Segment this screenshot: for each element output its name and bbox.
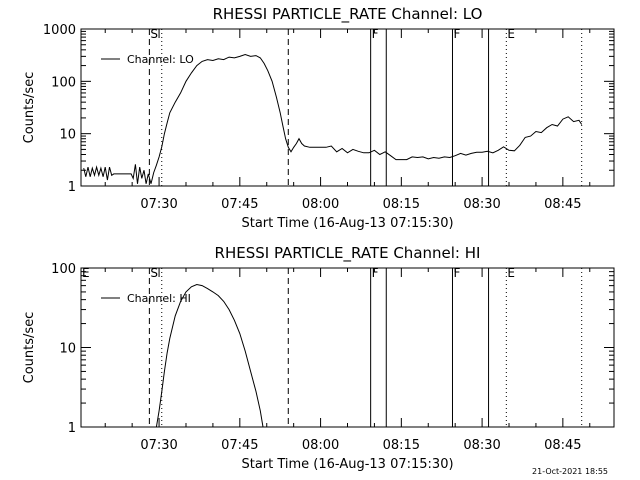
chart-0-flag-label-7: E	[507, 27, 515, 41]
chart-0-x-tick-label: 07:45	[221, 197, 258, 212]
chart-0-x-axis-label: Start Time (16-Aug-13 07:15:30)	[241, 216, 453, 231]
hi-channel-panel: RHESSI PARTICLE_RATE Channel: HI Counts/s…	[22, 244, 615, 472]
chart-0-series-0-line	[83, 53, 583, 184]
chart-0-flag-label-3: F	[372, 27, 379, 41]
chart-1-series-0-line	[155, 283, 264, 427]
chart-1-flag-label-0: E	[82, 266, 90, 280]
chart-0-y-tick-label: 100	[51, 75, 76, 90]
chart-0-flag-label-0: S	[150, 27, 158, 41]
chart-1-x-tick-label: 08:15	[383, 438, 420, 453]
chart-1-y-tick-label: 1	[68, 421, 76, 436]
chart-1-y-tick-label: 10	[59, 342, 76, 357]
chart-0-y-tick-label: 1	[68, 180, 76, 195]
chart-1-flag-label-8: E	[507, 266, 515, 280]
chart-1-flag-label-1: S	[150, 266, 158, 280]
chart-1-flag-label-6: F	[453, 266, 460, 280]
chart-1-x-tick-label: 08:30	[463, 438, 500, 453]
chart-0-legend-label: Channel: LO	[127, 53, 194, 66]
chart-1-x-tick-label: 07:45	[221, 438, 258, 453]
chart-0-x-tick-label: 08:15	[383, 197, 420, 212]
chart-1-y-axis-label: Counts/sec	[22, 312, 37, 384]
chart-1-x-tick-label: 07:30	[140, 438, 177, 453]
chart-1-flag-label-4: F	[372, 266, 379, 280]
chart-1-legend-label: Channel: HI	[127, 292, 191, 305]
chart-0-y-axis-label: Counts/sec	[22, 72, 37, 144]
chart-0-x-tick-label: 08:00	[302, 197, 339, 212]
chart-1-y-tick-label: 100	[51, 262, 76, 277]
chart-0-title: RHESSI PARTICLE_RATE Channel: LO	[213, 5, 483, 24]
chart-1-x-axis-label: Start Time (16-Aug-13 07:15:30)	[241, 457, 453, 472]
chart-0-flag-label-5: F	[453, 27, 460, 41]
chart-1-x-tick-label: 08:45	[544, 438, 581, 453]
chart-1-x-tick-label: 08:00	[302, 438, 339, 453]
plot-timestamp: 21-Oct-2021 18:55	[532, 467, 608, 476]
chart-0-x-tick-label: 08:45	[544, 197, 581, 212]
chart-0-x-tick-label: 07:30	[140, 197, 177, 212]
lo-channel-panel: RHESSI PARTICLE_RATE Channel: LO Counts/s…	[22, 5, 615, 231]
chart-1-title: RHESSI PARTICLE_RATE Channel: HI	[215, 244, 481, 263]
chart-0-y-tick-label: 10	[59, 128, 76, 143]
chart-0-y-tick-label: 1000	[43, 23, 76, 38]
chart-0-x-tick-label: 08:30	[463, 197, 500, 212]
